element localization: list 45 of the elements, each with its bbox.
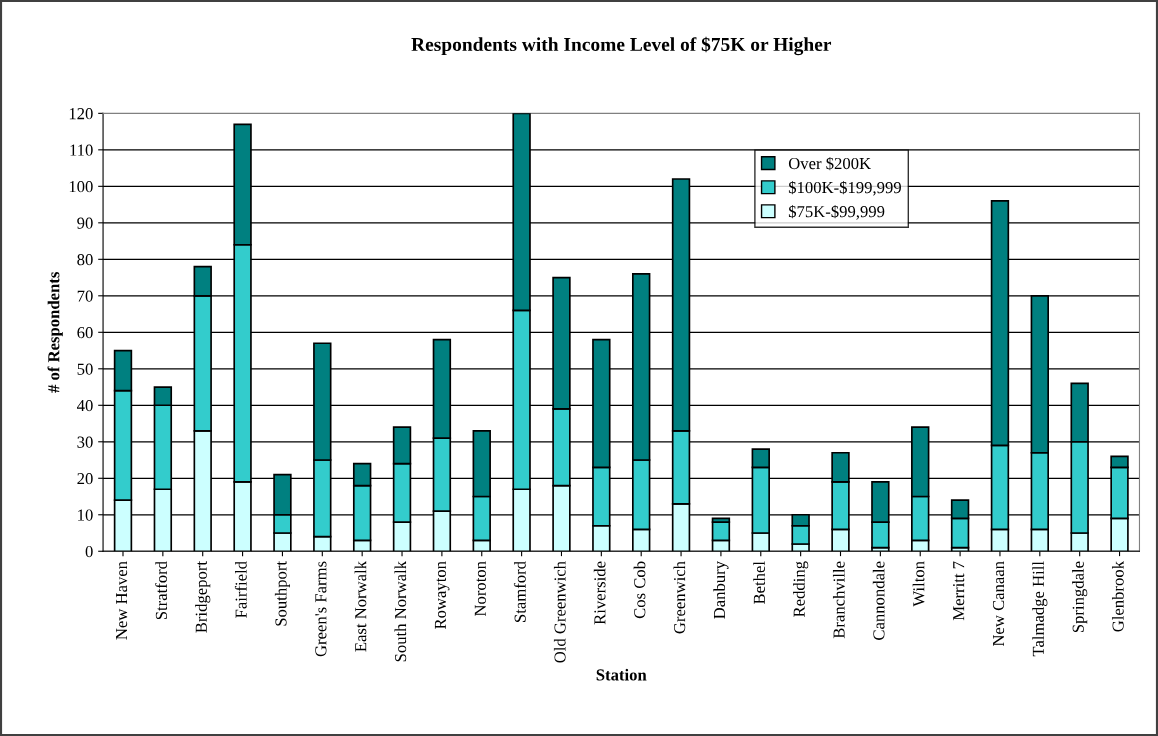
x-tick-label: Cannondale (872, 561, 885, 640)
x-tick-label: New Canaan (992, 561, 1005, 647)
x-tick-label: Springdale (1072, 561, 1088, 633)
x-tick-label: Redding (793, 561, 809, 617)
y-tick-label: 100 (69, 181, 93, 193)
x-tick-label: Stamford (513, 561, 526, 622)
x-tick-label: Green's Farms (315, 561, 327, 657)
x-tick-label: Rowayton (434, 561, 450, 630)
legend-label: Over $200K (788, 156, 871, 171)
y-tick-label: 110 (70, 144, 93, 156)
y-tick-label: 20 (77, 472, 93, 485)
legend-label: $75K-$99,999 (788, 205, 885, 220)
x-tick-label: Merritt 7 (953, 561, 965, 621)
x-tick-label: Southport (274, 561, 290, 626)
y-tick-label: 10 (78, 509, 93, 521)
x-tick-label: South Norwalk (394, 560, 407, 662)
x-tick-label: Noroton (474, 561, 486, 617)
x-tick-label: Greenwich (673, 561, 686, 634)
x-tick-label: Riverside (593, 561, 606, 625)
y-tick-label: 70 (77, 290, 93, 302)
chart-title: Respondents with Income Level of $75K or Higher (411, 36, 832, 56)
y-tick-label: 50 (77, 363, 93, 375)
y-tick-label: 120 (69, 108, 93, 120)
x-tick-label: Cos Cob (633, 561, 646, 619)
y-axis-title: # of Respondents (47, 272, 63, 393)
y-tick-label: 60 (77, 327, 93, 339)
legend-label: $100K-$199,999 (788, 180, 901, 196)
x-tick-label: Glenbrook (1111, 560, 1124, 632)
y-tick-label: 0 (85, 545, 93, 558)
x-tick-label: Danbury (713, 561, 729, 619)
x-tick-label: New Haven (116, 561, 128, 640)
y-tick-label: 40 (77, 399, 93, 412)
x-tick-label: Branchville (832, 561, 845, 639)
x-axis-title: Station (596, 668, 647, 681)
y-tick-label: 30 (77, 436, 93, 448)
x-tick-label: Bridgeport (195, 561, 211, 633)
x-tick-label: Stratford (155, 561, 168, 620)
x-tick-label: East Norwalk (354, 560, 367, 652)
x-tick-label: Wilton (912, 561, 925, 607)
y-tick-label: 90 (77, 217, 93, 229)
x-tick-label: Bethel (753, 561, 765, 605)
x-tick-label: Old Greenwich (553, 561, 566, 663)
x-tick-label: Fairfield (234, 561, 247, 618)
x-tick-label: Talmadge Hill (1032, 561, 1048, 657)
y-tick-label: 80 (77, 254, 93, 266)
